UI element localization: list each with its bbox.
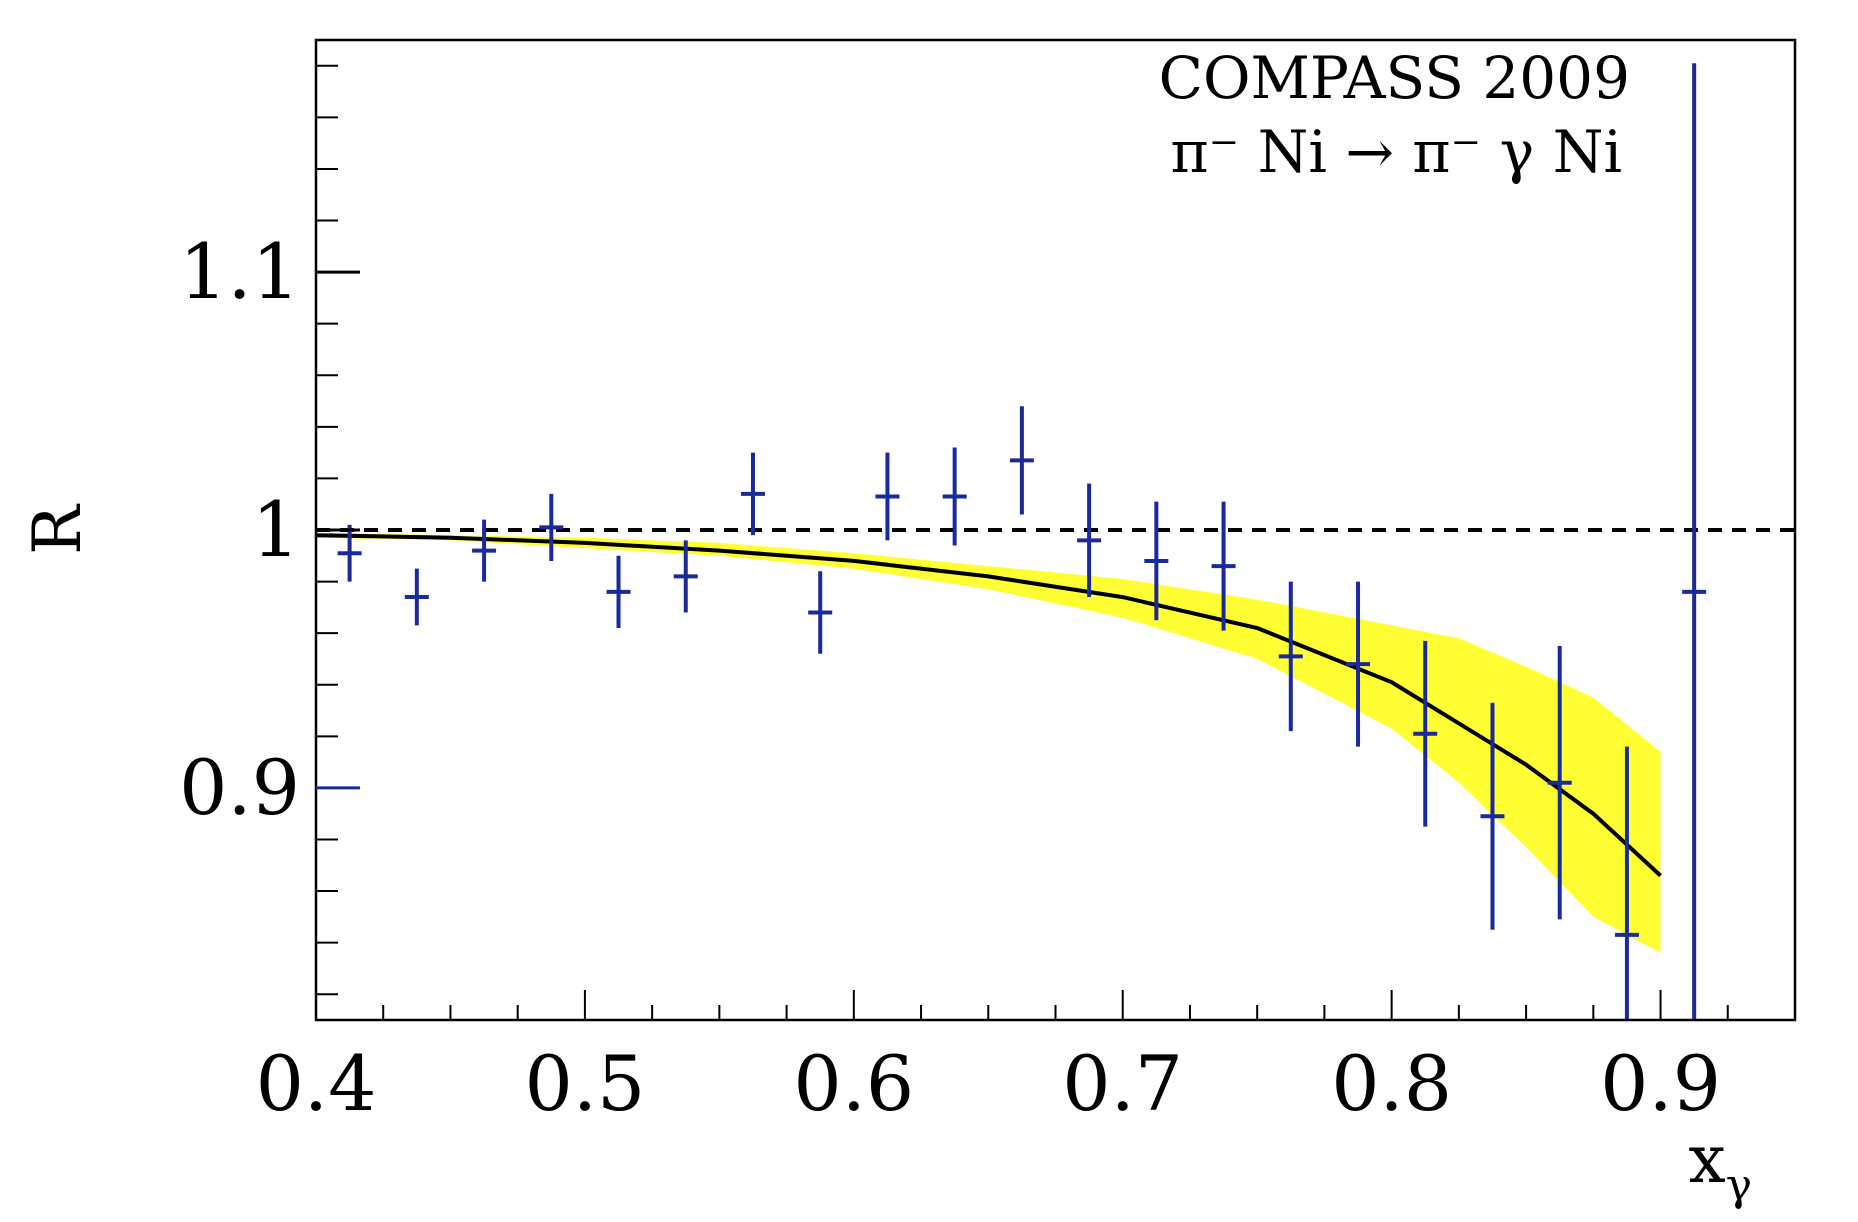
- fit-curve: [315, 533, 1662, 878]
- data-point: [337, 524, 362, 582]
- data-point: [1614, 746, 1639, 1020]
- data-point: [1480, 702, 1505, 930]
- x-tick-label: 0.5: [524, 1039, 645, 1128]
- x-tick-label: 0.9: [1600, 1039, 1721, 1128]
- points-layer: [337, 63, 1707, 1020]
- data-point: [606, 555, 631, 628]
- fit-layer: [315, 533, 1662, 878]
- data-point: [1413, 640, 1438, 827]
- x-axis-title-sub: γ: [1726, 1160, 1752, 1211]
- data-point: [1278, 581, 1303, 732]
- annotation-experiment: COMPASS 2009: [1159, 44, 1630, 112]
- x-axis-title-main: x: [1688, 1121, 1725, 1198]
- data-point: [1211, 501, 1236, 631]
- data-point: [1144, 501, 1169, 621]
- x-tick-label: 0.8: [1331, 1039, 1452, 1128]
- y-tick-label: 0.9: [179, 743, 300, 832]
- y-axis-title: R: [19, 503, 96, 555]
- y-tick-label: 1.1: [179, 227, 300, 316]
- band-layer: [316, 532, 1661, 953]
- y-tick-label: 1: [252, 485, 300, 574]
- data-point: [539, 493, 564, 561]
- data-point: [808, 571, 833, 654]
- data-point: [472, 519, 497, 582]
- label-layer: 0.4 0.5 0.6 0.7 0.8 0.9 0.9 1 1.1: [179, 227, 1721, 1128]
- annotation-reaction: π⁻ Ni → π⁻ γ Ni: [1170, 118, 1622, 186]
- data-point: [673, 540, 698, 613]
- tick-layer: [315, 64, 1796, 1020]
- data-point: [942, 447, 967, 546]
- x-tick-label: 0.6: [793, 1039, 914, 1128]
- data-point: [1547, 646, 1572, 920]
- data-point: [1346, 581, 1371, 747]
- data-point: [1682, 63, 1707, 1020]
- uncertainty-band: [316, 532, 1661, 953]
- data-point: [740, 452, 765, 536]
- x-tick-label: 0.7: [1062, 1039, 1183, 1128]
- data-point: [875, 452, 900, 541]
- data-point: [404, 568, 429, 626]
- x-axis-title: xγ: [1688, 1121, 1752, 1211]
- x-tick-label: 0.4: [256, 1039, 377, 1128]
- data-point: [1009, 406, 1034, 515]
- data-point: [1077, 483, 1102, 598]
